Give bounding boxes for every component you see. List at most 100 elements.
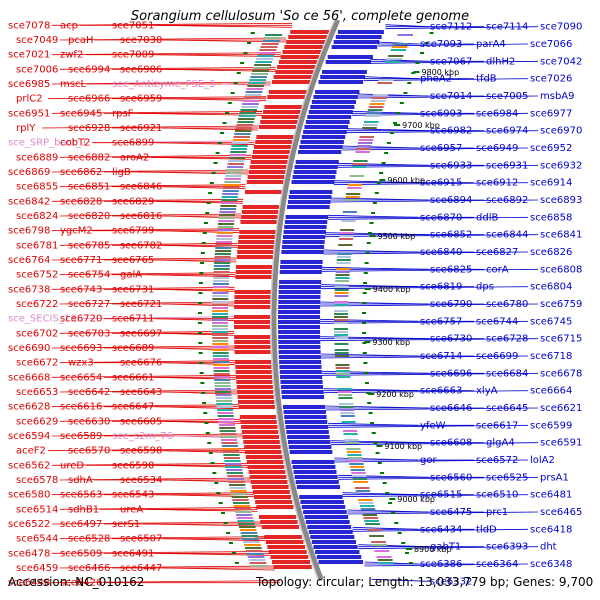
feature-block bbox=[340, 229, 355, 231]
gene-label: sce6514 bbox=[16, 504, 58, 515]
gene-label: sce6790 bbox=[430, 299, 472, 310]
gene-label: sce6525 bbox=[486, 472, 528, 483]
tick-mark bbox=[225, 112, 230, 114]
gene-label: sce6970 bbox=[540, 126, 582, 137]
feature-block bbox=[215, 241, 233, 243]
feature-block bbox=[224, 460, 241, 462]
feature-block bbox=[214, 259, 231, 261]
gene-label: tldD bbox=[476, 524, 497, 535]
feature-block bbox=[340, 415, 355, 417]
tick-mark bbox=[385, 492, 390, 494]
gene-label: sce6580 bbox=[8, 490, 50, 501]
leader-line bbox=[59, 154, 252, 158]
feature-block bbox=[231, 496, 249, 498]
tick-mark bbox=[209, 182, 214, 184]
tick-mark bbox=[208, 192, 213, 194]
leader-line bbox=[341, 147, 529, 151]
feature-block bbox=[230, 490, 247, 492]
gene-label: sce6697 bbox=[120, 328, 162, 339]
gene-label: sce6332 bbox=[430, 576, 472, 587]
gene-label: sce6757 bbox=[420, 316, 462, 327]
feature-block bbox=[235, 127, 253, 129]
gene-label: sce6959 bbox=[120, 94, 162, 105]
feature-block bbox=[219, 430, 236, 432]
feature-block bbox=[358, 139, 374, 141]
feature-block bbox=[353, 481, 368, 483]
feature-block bbox=[227, 478, 245, 480]
tick-mark bbox=[420, 52, 425, 54]
feature-block bbox=[214, 253, 231, 255]
leader-line bbox=[47, 96, 267, 100]
feature-block bbox=[325, 60, 371, 64]
tick-mark bbox=[396, 112, 401, 114]
feature-block bbox=[282, 50, 322, 54]
feature-block bbox=[235, 511, 252, 513]
feature-block bbox=[223, 454, 240, 456]
feature-block bbox=[299, 495, 343, 499]
leader-line bbox=[51, 550, 270, 554]
tick-mark bbox=[369, 222, 374, 224]
kbp-tick bbox=[389, 498, 396, 500]
feature-block bbox=[370, 100, 386, 102]
gene-label: sce6646 bbox=[430, 403, 472, 414]
feature-block bbox=[213, 361, 230, 363]
gene-label: sce_s2m_76 bbox=[112, 431, 173, 442]
feature-block bbox=[295, 160, 339, 164]
gene-label: sce6985 bbox=[8, 79, 50, 90]
tick-mark bbox=[206, 202, 211, 204]
feature-block bbox=[348, 460, 363, 462]
gene-label: sce6820 bbox=[68, 211, 110, 222]
kbp-scale-labels: 9800 kbp 9700 kbp 9600 kbp 9500 kbp 9400 kbp… bbox=[364, 68, 459, 554]
feature-block bbox=[344, 439, 359, 441]
feature-block bbox=[294, 165, 338, 169]
feature-block bbox=[248, 470, 286, 474]
feature-block bbox=[212, 349, 229, 351]
tick-mark bbox=[373, 442, 378, 444]
gene-label: sce6591 bbox=[540, 438, 582, 449]
gene-label: sce6528 bbox=[68, 534, 110, 545]
tick-mark bbox=[250, 32, 255, 34]
tick-mark bbox=[198, 292, 203, 294]
gene-label: sce6721 bbox=[120, 299, 162, 310]
tick-mark bbox=[228, 542, 233, 544]
gene-label: sce6894 bbox=[430, 195, 472, 206]
gene-label: sce6386 bbox=[420, 559, 462, 570]
left-gene-labels: sce7078 acp sce7051 sce7049 pcaH sce7030 sce70… bbox=[8, 20, 215, 588]
gene-label: sce6912 bbox=[476, 178, 518, 189]
feature-block bbox=[254, 64, 272, 66]
feature-block bbox=[232, 139, 250, 141]
feature-block bbox=[252, 150, 290, 154]
gene-label: parA4 bbox=[476, 39, 506, 50]
leader-line bbox=[364, 563, 529, 567]
feature-block bbox=[222, 193, 239, 195]
feature-block bbox=[305, 520, 350, 524]
feature-block bbox=[215, 394, 232, 396]
gene-label: sce6668 bbox=[8, 372, 50, 383]
tick-mark bbox=[424, 42, 429, 44]
tick-mark bbox=[407, 82, 412, 84]
gene-label: sce7026 bbox=[530, 74, 572, 85]
feature-block bbox=[246, 180, 284, 184]
gene-label: sce6846 bbox=[120, 182, 162, 193]
tick-mark bbox=[362, 292, 367, 294]
feature-block bbox=[258, 52, 276, 54]
feature-block bbox=[241, 215, 278, 219]
feature-block bbox=[336, 259, 351, 261]
leader-line bbox=[377, 43, 529, 47]
feature-block bbox=[261, 115, 299, 119]
feature-block bbox=[275, 70, 314, 74]
feature-block bbox=[278, 295, 321, 299]
feature-block bbox=[244, 450, 282, 454]
feature-block bbox=[339, 409, 355, 411]
tick-mark bbox=[364, 372, 369, 374]
feature-block bbox=[234, 130, 252, 132]
gene-label: sce6855 bbox=[16, 182, 58, 193]
tick-mark bbox=[391, 512, 396, 514]
feature-block bbox=[320, 75, 365, 79]
feature-block bbox=[236, 255, 273, 259]
leader-line bbox=[333, 182, 529, 186]
feature-block bbox=[278, 320, 320, 324]
feature-block bbox=[214, 388, 231, 390]
gene-label: sce7021 bbox=[8, 50, 50, 61]
feature-block bbox=[337, 388, 352, 390]
